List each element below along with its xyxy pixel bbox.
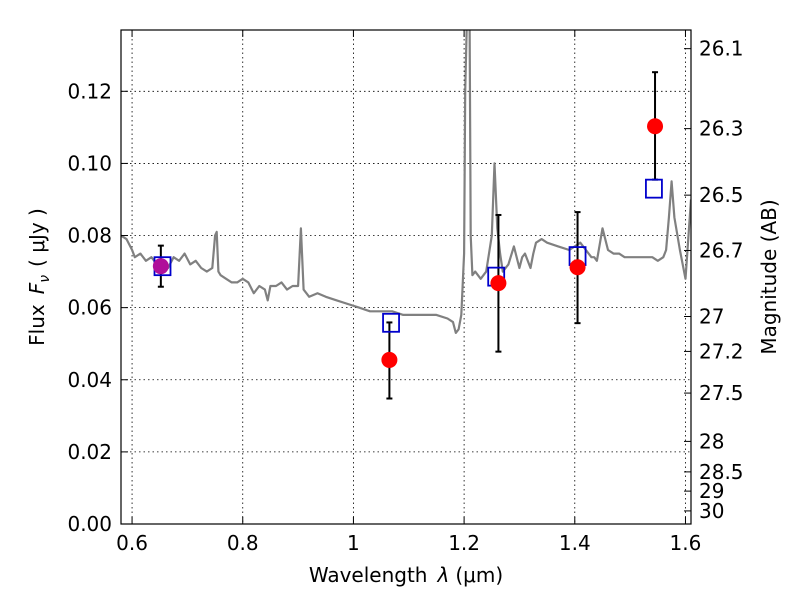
y2-tick-label: 27 — [699, 305, 724, 329]
y2-tick-label: 26.7 — [699, 238, 744, 262]
y2-tick-label: 29 — [699, 479, 724, 503]
y2-tick-label: 28.5 — [699, 460, 744, 484]
spectrum-line — [121, 30, 691, 334]
plot-frame — [120, 29, 692, 525]
y-tick-label: 0.10 — [67, 151, 112, 175]
x-tick-label: 0.6 — [116, 531, 148, 555]
model-point-square — [645, 178, 663, 199]
observed-point-circle — [647, 118, 664, 135]
y-axis-ticks: 0.00 0.02 0.04 0.06 0.08 0.10 0.12 — [67, 79, 128, 536]
y-tick-label: 0.00 — [67, 512, 112, 536]
x-tick-label: 0.8 — [227, 531, 259, 555]
x-tick-label: 1.6 — [670, 531, 702, 555]
y2-tick-label: 28 — [699, 429, 724, 453]
grid-lines — [121, 30, 691, 524]
y-tick-label: 0.06 — [67, 296, 112, 320]
y-tick-label: 0.08 — [67, 224, 112, 248]
x-axis-label: Wavelength λ (μm) — [309, 563, 503, 587]
x-tick-label: 1 — [347, 531, 360, 555]
observed-point-circle — [152, 258, 169, 275]
observed-points-layer — [152, 118, 664, 368]
y-tick-label: 0.02 — [67, 440, 112, 464]
model-point-square — [382, 312, 400, 333]
model-points-layer — [153, 178, 663, 333]
x-tick-label: 1.4 — [559, 531, 591, 555]
y2-tick-label: 26.5 — [699, 183, 744, 207]
y-tick-label: 0.12 — [67, 79, 112, 103]
y2-tick-label: 26.1 — [699, 37, 744, 61]
y2-tick-label: 27.2 — [699, 339, 744, 363]
spectrum-layer — [121, 30, 691, 334]
y-tick-label: 0.04 — [67, 368, 112, 392]
y2-tick-label: 26.3 — [699, 117, 744, 141]
y-axis-label: FluxFν( μJy ) — [25, 208, 53, 346]
observed-point-circle — [569, 259, 586, 276]
observed-point-circle — [490, 275, 507, 292]
y2-tick-label: 30 — [699, 499, 724, 523]
x-tick-label: 1.2 — [448, 531, 480, 555]
observed-point-circle — [381, 351, 398, 368]
y2-axis-label: Magnitude (AB) — [757, 199, 781, 354]
error-bars-layer — [157, 71, 659, 400]
x-axis-ticks: 0.6 0.8 1 1.2 1.4 1.6 — [116, 30, 701, 555]
y2-tick-label: 27.5 — [699, 381, 744, 405]
